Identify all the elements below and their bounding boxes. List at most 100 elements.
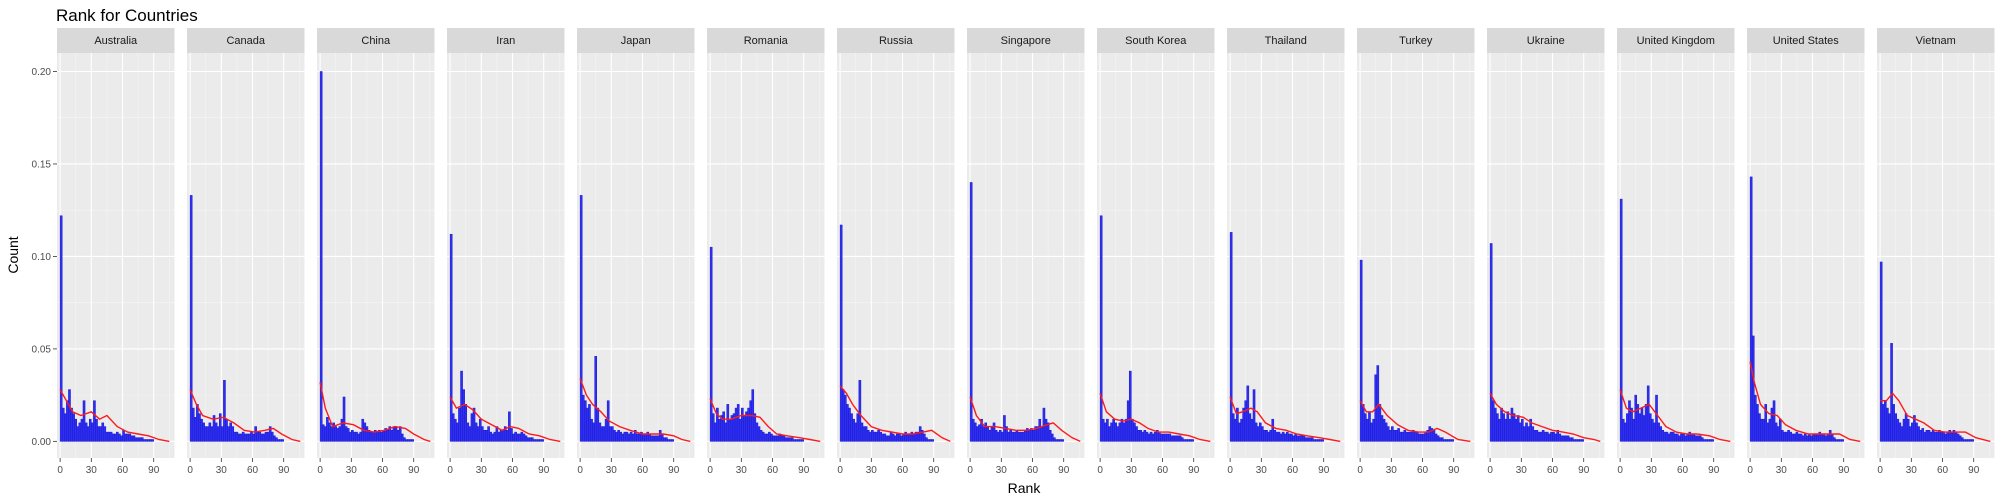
histogram-bar [1785,431,1788,442]
histogram-bar [1494,407,1497,442]
histogram-bar [854,422,858,442]
histogram-bar [1539,431,1543,442]
histogram-bar [998,430,1002,442]
facet-panel: Singapore 0 30 60 90 [967,28,1085,476]
y-axis-title: Count [5,236,21,273]
facet-panel: Canada 0 30 60 90 [187,28,305,476]
density-curve [1489,392,1601,443]
x-tick-label: 90 [1058,465,1070,476]
histogram-bar [1826,433,1830,442]
histogram-bar [537,439,540,442]
facet-panel-background [57,53,175,458]
histogram-bar [279,439,282,442]
histogram-bar [841,389,845,442]
facet-panel-background [1487,53,1605,458]
facet-strip-label: United Kingdom [1637,35,1715,47]
histogram-bar [1835,439,1838,442]
histogram-bar [214,422,218,442]
histogram-bar [887,435,891,442]
histogram-bar [120,435,123,442]
x-tick-label: 60 [247,465,259,476]
histogram-bar [1646,385,1650,442]
histogram-bar [625,431,629,442]
histogram-bar [353,431,356,442]
histogram-bar [969,182,973,442]
histogram-bar [1766,422,1770,442]
facet-panel-background [1227,53,1345,458]
histogram-bar [588,404,591,442]
histogram-bar [396,430,400,442]
histogram-bar [524,435,528,442]
histogram-bar [1942,431,1945,442]
density-curve [839,385,951,443]
x-axis-title: Rank [1008,480,1042,496]
x-tick-label: 0 [57,465,63,476]
histogram-bar [862,426,866,442]
histogram-bar [656,435,660,442]
histogram-bar [770,433,773,442]
histogram-bar [1304,437,1308,442]
facet-panel: Russia 0 30 60 90 [837,28,955,476]
histogram-bar [1940,431,1943,442]
x-tick-label: 30 [1646,465,1658,476]
histogram-bar [277,439,280,442]
histogram-bar [584,400,587,442]
histogram-bar [1965,439,1968,442]
histogram-bar [530,437,534,442]
histogram-bar [1954,431,1958,442]
histogram-bar [1424,431,1427,442]
histogram-bar [1630,407,1633,442]
x-tick-label: 90 [148,465,160,476]
histogram-bar [743,415,746,442]
histogram-bar [143,439,146,442]
x-tick-label: 90 [1318,465,1330,476]
histogram-bar [526,437,530,442]
histogram-bar [1162,433,1165,442]
histogram-bar [1319,439,1322,442]
histogram-bar [1696,435,1700,442]
histogram-bar [1364,413,1367,442]
facet-panel: United Kingdom 0 30 60 90 [1617,28,1735,476]
histogram-bar [1628,400,1631,442]
histogram-bar [1814,433,1817,442]
facet-strip [1877,28,1995,53]
histogram-bar [724,422,728,442]
histogram-bar [1703,439,1706,442]
histogram-bar [908,433,912,442]
histogram-bar [258,431,262,442]
histogram-bar [1368,411,1371,442]
histogram-bar [1306,437,1310,442]
histogram-bar [1038,418,1042,442]
density-curve [59,389,170,443]
x-tick-label: 30 [476,465,488,476]
histogram-bar [596,407,600,442]
histogram-bar [252,433,255,442]
facet-panel: South Korea 0 30 60 90 [1097,28,1215,476]
histogram-bar [1172,435,1176,442]
histogram-bar [499,430,503,442]
histogram-bar [1751,335,1755,442]
histogram-bar [487,426,490,442]
histogram-bar [1927,430,1931,442]
histogram-bar [590,418,593,442]
histogram-bar [1694,435,1698,442]
x-tick-label: 30 [1386,465,1398,476]
facet-strip-label: Japan [621,35,651,47]
histogram-bar [1359,259,1363,442]
facet-panel: Romania 0 30 60 90 [707,28,825,476]
histogram-bar [516,433,519,442]
histogram-bar [113,433,117,442]
x-tick-label: 30 [866,465,878,476]
facet-panel-background [187,53,305,458]
histogram-bar [1676,433,1679,442]
histogram-bar [1523,426,1526,442]
histogram-bar [793,439,796,442]
histogram-bar [755,422,759,442]
histogram-bar [1564,435,1568,442]
facet-strip-label: Iran [496,35,515,47]
histogram-bar [319,71,323,442]
histogram-bar [528,437,532,442]
density-curve [709,398,821,443]
histogram-bar [850,413,853,442]
histogram-bar [1822,433,1826,442]
